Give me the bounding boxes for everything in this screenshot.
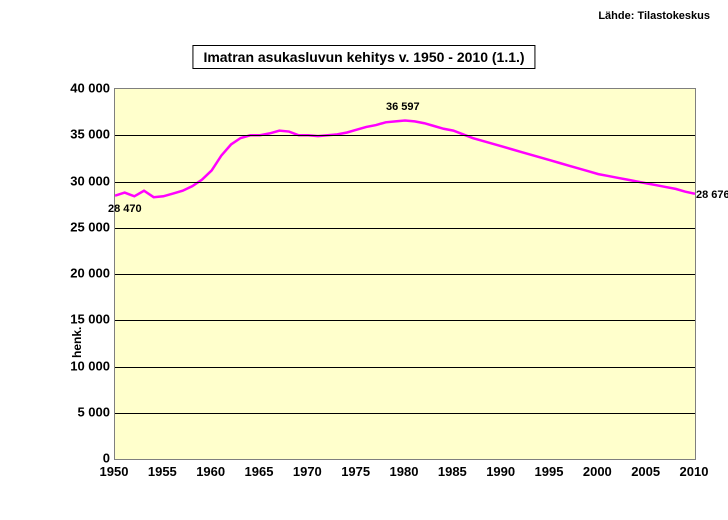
x-tick-label: 2010 [680,464,709,479]
gridline [115,320,695,321]
chart-container: henk. 05 00010 00015 00020 00025 00030 0… [52,88,702,488]
y-tick-label: 40 000 [52,81,110,96]
x-tick-label: 1975 [341,464,370,479]
data-point-label: 28 470 [108,203,142,215]
gridline [115,413,695,414]
chart-title: Imatran asukasluvun kehitys v. 1950 - 20… [192,45,535,69]
gridline [115,228,695,229]
gridline [115,182,695,183]
x-tick-label: 1980 [390,464,419,479]
data-point-label: 36 597 [386,101,420,113]
gridline [115,367,695,368]
y-axis-label: henk. [70,327,84,358]
y-tick-label: 35 000 [52,127,110,142]
gridline [115,274,695,275]
y-tick-label: 10 000 [52,358,110,373]
y-tick-label: 20 000 [52,266,110,281]
x-tick-label: 1965 [245,464,274,479]
series-line [115,120,695,197]
x-tick-label: 1960 [196,464,225,479]
plot-area [114,88,696,460]
y-tick-label: 30 000 [52,173,110,188]
x-tick-label: 2000 [583,464,612,479]
y-tick-label: 15 000 [52,312,110,327]
source-text: Lähde: Tilastokeskus [598,10,710,22]
data-point-label: 28 676 [696,189,728,201]
y-tick-label: 25 000 [52,219,110,234]
x-tick-label: 1995 [535,464,564,479]
x-tick-label: 1985 [438,464,467,479]
y-tick-label: 5 000 [52,404,110,419]
x-tick-label: 1990 [486,464,515,479]
x-tick-label: 1950 [100,464,129,479]
x-tick-label: 1955 [148,464,177,479]
gridline [115,135,695,136]
x-tick-label: 2005 [631,464,660,479]
x-tick-label: 1970 [293,464,322,479]
